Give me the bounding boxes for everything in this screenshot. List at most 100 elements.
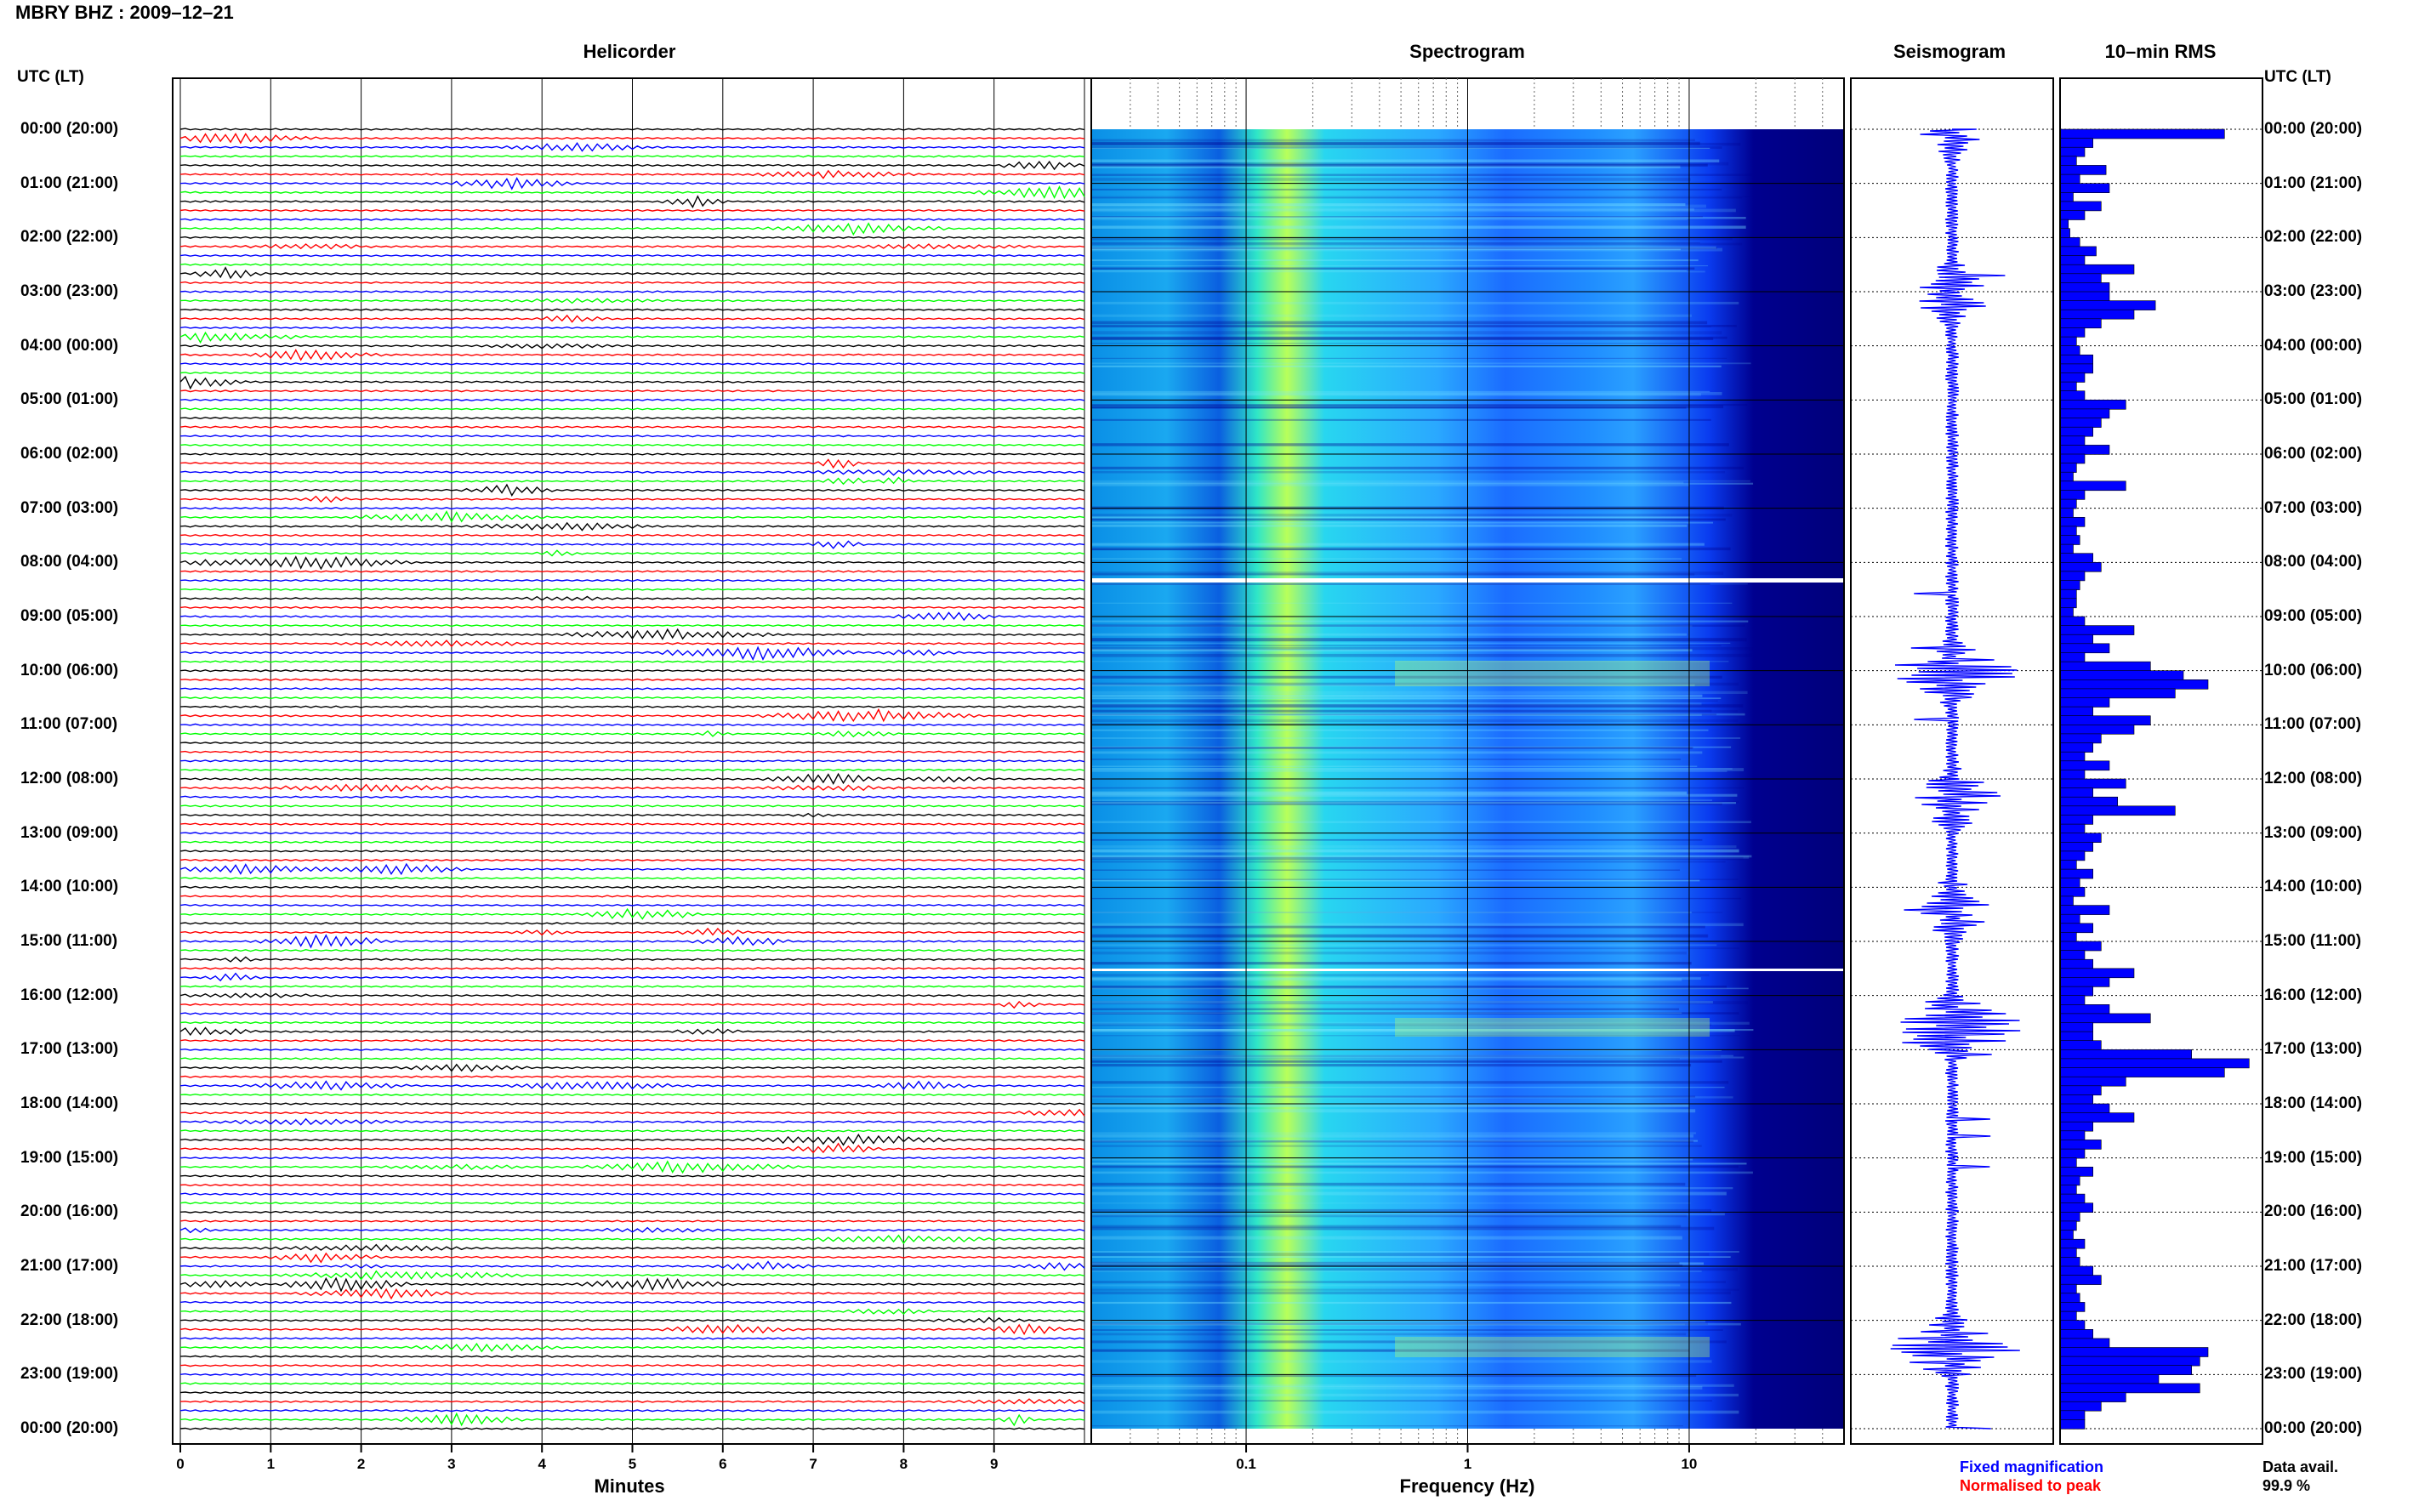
- rms-bar: [2059, 471, 2074, 482]
- spectrogram-band: [1091, 1054, 1733, 1057]
- time-label: 07:00 (03:00): [20, 498, 119, 517]
- spectrogram-band: [1091, 1086, 1725, 1089]
- helicorder-trace: [179, 730, 1085, 738]
- helicorder-trace: [179, 483, 1085, 497]
- rms-bar: [2059, 1347, 2209, 1357]
- helicorder-trace: [179, 1039, 1085, 1043]
- rms-bar: [2059, 1112, 2135, 1123]
- helicorder-trace: [179, 922, 1085, 925]
- seismogram-title: Seismogram: [1893, 41, 2006, 62]
- spectrogram-band: [1091, 791, 1688, 795]
- spectrogram-band: [1091, 1158, 1693, 1161]
- spectrogram-band: [1091, 219, 1688, 221]
- rms-bar: [2059, 958, 2094, 969]
- seismogram-trace: [1890, 128, 2021, 1430]
- helicorder-trace: [179, 645, 1085, 662]
- time-label: 13:00 (09:00): [2264, 823, 2363, 842]
- spectrogram-band: [1091, 1001, 1748, 1004]
- helicorder-trace: [179, 605, 1085, 610]
- helicorder-trace: [179, 750, 1085, 753]
- spectrogram-band: [1091, 1333, 1687, 1336]
- helicorder-trace: [179, 533, 1085, 537]
- spectrogram-band: [1091, 203, 1686, 207]
- rms-bar: [2059, 516, 2086, 527]
- rms-title: 10–min RMS: [2104, 41, 2217, 62]
- spectrogram-band: [1091, 1012, 1682, 1014]
- spectrogram-band: [1091, 1021, 1750, 1025]
- rms-bar: [2059, 435, 2086, 446]
- helicorder-trace: [179, 1398, 1085, 1405]
- spectrogram-band: [1091, 247, 1723, 252]
- spectrogram-band: [1091, 208, 1736, 213]
- helicorder-trace: [179, 1160, 1085, 1174]
- time-label: 10:00 (06:00): [20, 661, 119, 679]
- rms-plot: [2059, 77, 2263, 1445]
- spectrogram-band: [1091, 162, 1729, 166]
- spectrogram-band: [1091, 405, 1724, 409]
- rms-bar: [2059, 354, 2094, 365]
- spectrogram-band: [1091, 314, 1692, 317]
- rms-bar: [2059, 715, 2151, 726]
- page-title: MBRY BHZ : 2009–12–21: [15, 2, 234, 23]
- spectrogram-band: [1091, 856, 1744, 861]
- spectrogram-band: [1091, 633, 1688, 636]
- spectrogram-band: [1091, 638, 1747, 642]
- rms-bar: [2059, 1320, 2086, 1330]
- spectrogram-band: [1091, 682, 1739, 686]
- legend-fixed-magnification: Fixed magnification: [1960, 1458, 2104, 1475]
- rms-bar: [2059, 679, 2209, 690]
- helicorder-trace: [179, 588, 1085, 591]
- rms-bar: [2059, 923, 2094, 934]
- helicorder-trace: [179, 783, 1085, 793]
- rms-bar: [2059, 950, 2086, 960]
- helicorder-trace: [179, 850, 1085, 853]
- helicorder-trace: [179, 263, 1085, 266]
- spectrogram-band: [1091, 1029, 1735, 1032]
- rms-bar: [2059, 543, 2074, 554]
- helicorder-x-tick-label: 7: [809, 1456, 817, 1472]
- rms-bar: [2059, 480, 2126, 492]
- helicorder-trace: [179, 578, 1085, 583]
- spectrogram-band: [1091, 392, 1722, 395]
- helicorder-trace: [179, 1382, 1085, 1385]
- helicorder-trace: [179, 314, 1085, 323]
- spectrogram-x-tick-label: 1: [1463, 1456, 1472, 1472]
- spectrogram-band: [1091, 1385, 1703, 1390]
- rms-bar: [2059, 760, 2110, 771]
- helicorder-trace: [179, 169, 1085, 179]
- spectrogram-band: [1091, 265, 1708, 267]
- helicorder-trace: [179, 1260, 1085, 1271]
- helicorder-trace: [179, 1063, 1085, 1072]
- spectrogram-band: [1091, 1261, 1680, 1265]
- spectrogram-band: [1091, 1191, 1727, 1196]
- helicorder-trace: [179, 877, 1085, 880]
- rms-bar: [2059, 282, 2110, 293]
- spectrogram-band: [1091, 897, 1742, 900]
- helicorder-trace: [179, 1157, 1085, 1160]
- helicorder-trace: [179, 1080, 1085, 1091]
- helicorder-trace: [179, 343, 1085, 350]
- spectrogram-band: [1091, 583, 1710, 585]
- time-label: 08:00 (04:00): [20, 553, 119, 571]
- helicorder-trace: [179, 476, 1085, 486]
- spectrogram-band: [1091, 1349, 1690, 1352]
- helicorder-trace: [179, 1057, 1085, 1060]
- helicorder-trace: [179, 927, 1085, 936]
- helicorder-trace: [179, 243, 1085, 250]
- spectrogram-band: [1091, 1288, 1739, 1291]
- helicorder-trace: [179, 290, 1085, 293]
- helicorder-x-tick-label: 6: [719, 1456, 727, 1472]
- spectrogram-band: [1091, 466, 1745, 469]
- spectrogram-band: [1091, 620, 1749, 622]
- helicorder-trace: [179, 885, 1085, 889]
- spectrogram-band: [1091, 188, 1722, 190]
- helicorder-x-tick-label: 9: [989, 1456, 999, 1472]
- rms-bar: [2059, 1275, 2102, 1285]
- time-label: 19:00 (15:00): [2264, 1148, 2363, 1167]
- helicorder-trace: [179, 1276, 1085, 1293]
- spectrogram-band: [1091, 484, 1689, 486]
- spectrogram-band: [1091, 962, 1692, 965]
- rms-bar: [2059, 913, 2080, 924]
- rms-bar: [2059, 1365, 2192, 1375]
- spectrogram-band: [1091, 642, 1731, 644]
